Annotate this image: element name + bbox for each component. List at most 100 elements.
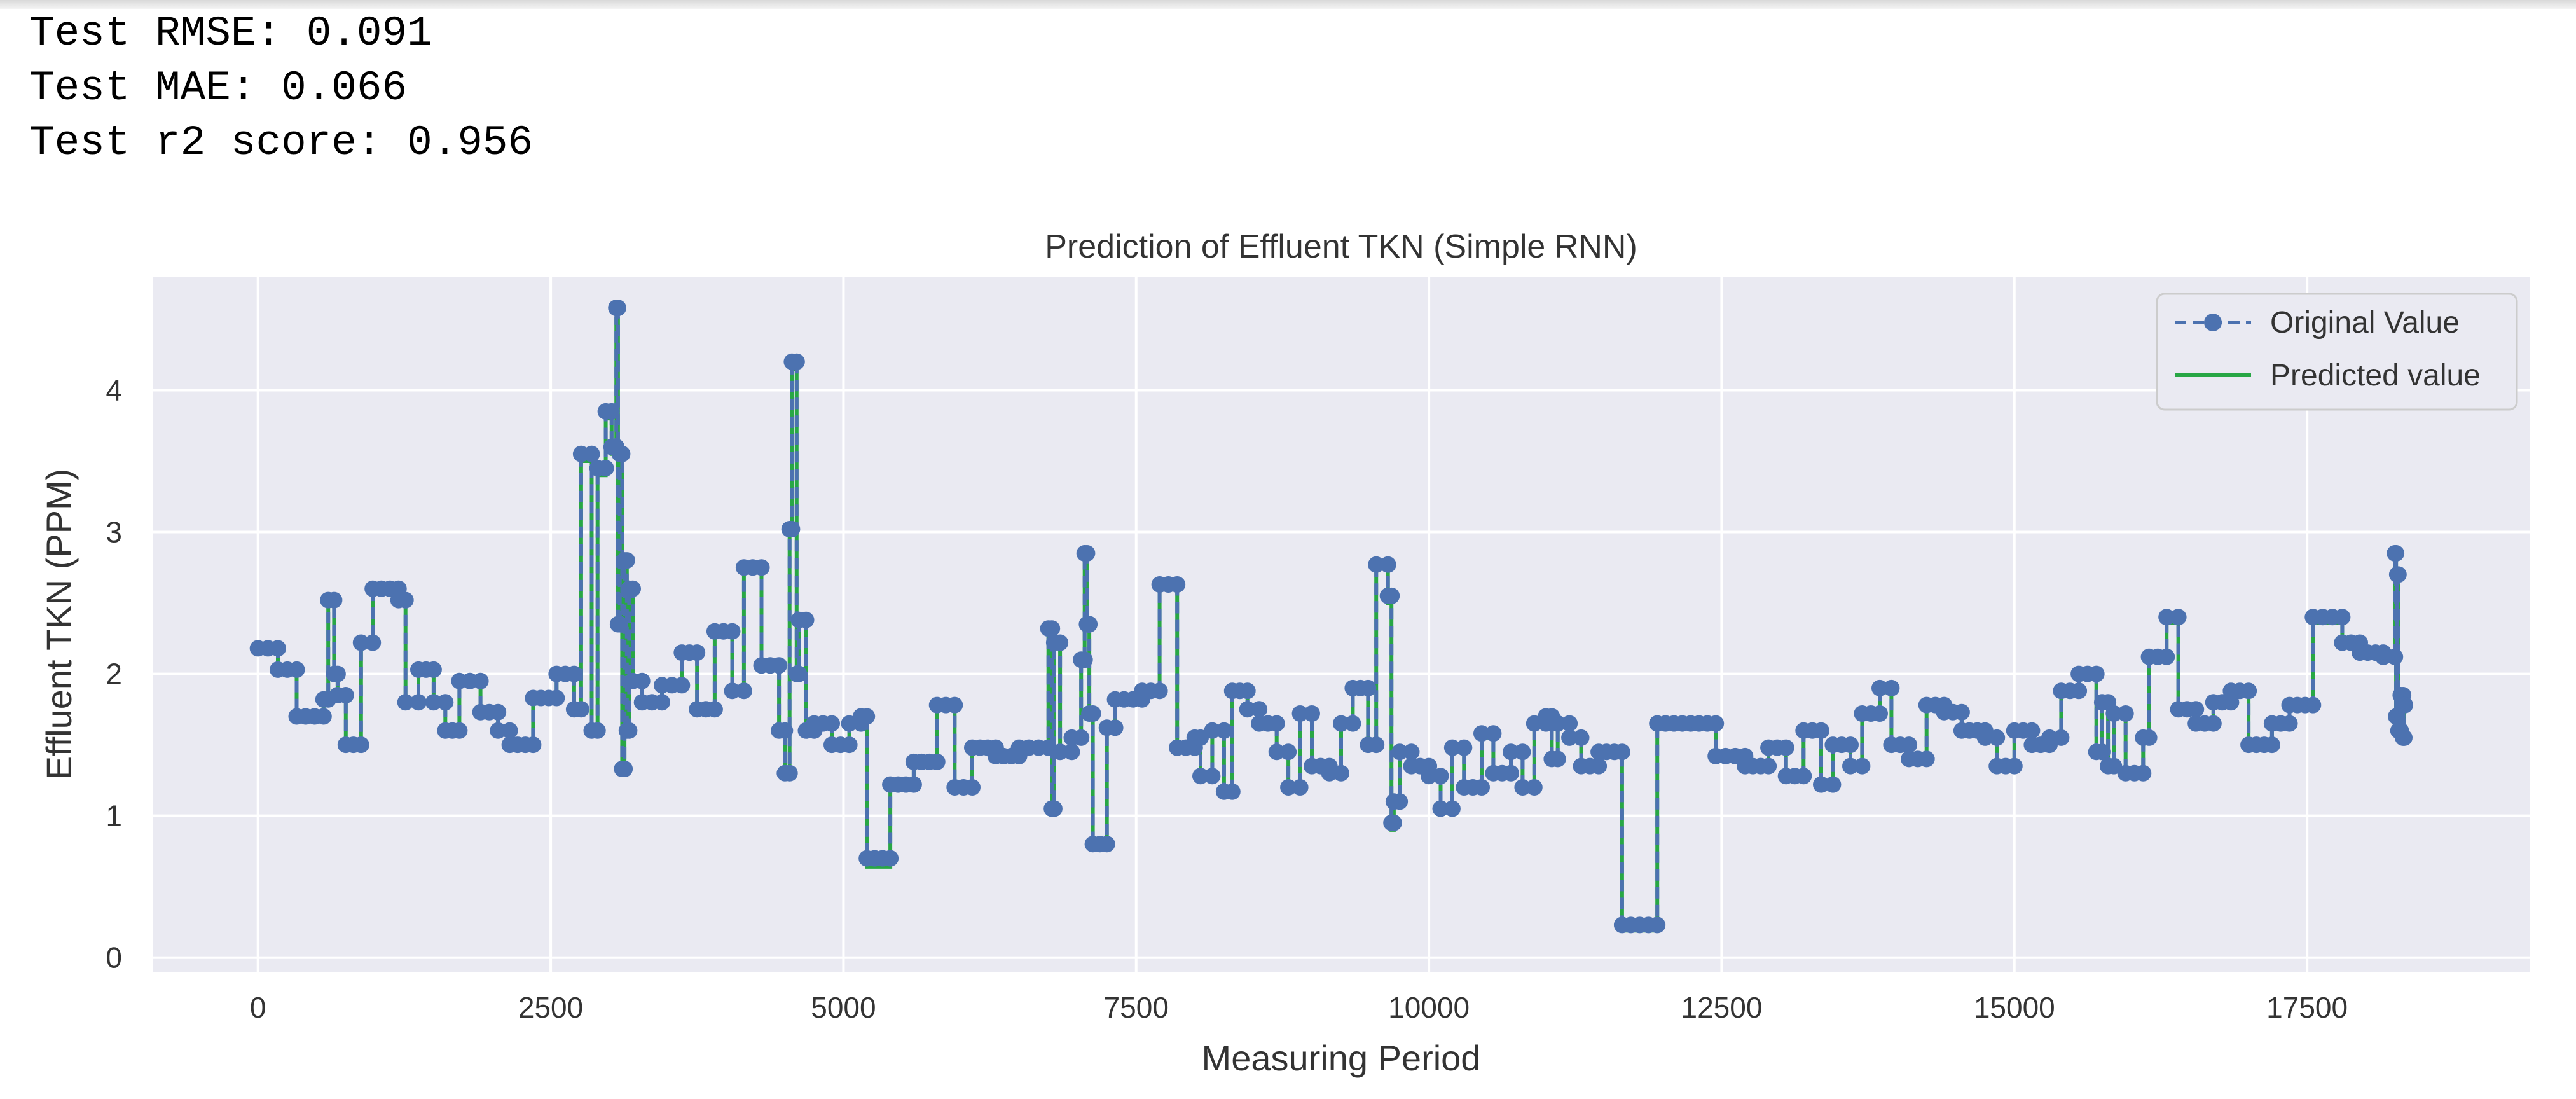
original-value-point <box>1368 556 1385 573</box>
original-value-point <box>572 701 589 718</box>
original-value-point <box>1976 729 1994 746</box>
original-value-point <box>823 715 840 732</box>
metrics-output: Test RMSE: 0.091 Test MAE: 0.066 Test r2… <box>29 6 533 170</box>
original-value-point <box>1280 779 1297 796</box>
y-tick-label: 1 <box>106 799 122 833</box>
original-value-point <box>2304 696 2322 714</box>
top-rule <box>0 0 2576 9</box>
original-value-point <box>1215 722 1232 739</box>
original-value-point <box>2140 729 2158 746</box>
original-value-point <box>2374 648 2392 665</box>
original-value-point <box>1073 729 1090 746</box>
plot-area <box>153 277 2530 972</box>
original-value-point <box>1871 705 1888 722</box>
original-value-point <box>597 460 614 477</box>
original-value-point <box>1871 679 1888 696</box>
original-value-point <box>1280 743 1297 761</box>
original-value-point <box>783 521 801 537</box>
original-value-point <box>1549 715 1566 732</box>
original-value-point <box>654 694 670 711</box>
original-value-point <box>1291 705 1309 722</box>
original-value-point <box>1503 743 1519 761</box>
original-value-point <box>1443 739 1461 756</box>
original-value-point <box>1526 779 1543 796</box>
original-value-point <box>797 611 815 628</box>
original-value-point <box>724 682 741 700</box>
original-value-point <box>1901 736 1918 754</box>
original-value-point <box>621 722 638 739</box>
original-value-point <box>633 672 651 689</box>
original-value-point <box>618 552 635 569</box>
original-value-point <box>1151 682 1168 700</box>
original-value-point <box>1573 729 1590 746</box>
original-value-point <box>1052 743 1069 761</box>
original-value-point <box>548 689 565 707</box>
original-value-point <box>753 559 770 576</box>
chart-title: Prediction of Effluent TKN (Simple RNN) <box>1045 228 1637 265</box>
metric-mae-label: Test MAE: <box>29 64 256 112</box>
original-value-point <box>1204 722 1221 739</box>
x-tick-label: 10000 <box>1388 991 1470 1024</box>
original-value-point <box>673 677 691 694</box>
original-value-point <box>329 665 346 682</box>
original-value-point <box>501 722 518 739</box>
original-value-point <box>1223 783 1241 800</box>
original-value-point <box>1953 703 1970 721</box>
original-value-point <box>614 445 631 462</box>
y-tick-label: 2 <box>106 658 122 691</box>
original-value-point <box>1918 750 1935 768</box>
original-value-point <box>352 736 369 754</box>
original-value-point <box>1503 764 1519 782</box>
original-value-point <box>1421 768 1438 785</box>
x-tick-label: 12500 <box>1681 991 1762 1024</box>
original-value-point <box>1239 682 1256 700</box>
original-value-point <box>616 761 633 777</box>
original-value-point <box>490 722 507 739</box>
legend-original-label: Original Value <box>2270 306 2460 340</box>
original-value-point <box>1063 743 1080 761</box>
original-value-point <box>776 722 794 739</box>
original-value-point <box>1379 556 1396 573</box>
metric-rmse: Test RMSE: 0.091 <box>29 6 533 61</box>
original-value-point <box>2006 757 2023 775</box>
original-value-point <box>2053 729 2070 746</box>
original-value-point <box>2187 701 2205 718</box>
original-value-point <box>337 687 354 703</box>
original-value-point <box>397 591 414 609</box>
original-value-point <box>1760 757 1777 775</box>
original-value-point <box>1251 701 1268 718</box>
original-value-point <box>1391 793 1409 810</box>
original-value-point <box>437 694 454 711</box>
original-value-point <box>1473 725 1490 742</box>
original-value-point <box>1561 729 1578 746</box>
metric-r2-value: 0.956 <box>407 119 534 167</box>
original-value-point <box>288 661 305 678</box>
original-value-point <box>1333 764 1349 782</box>
original-value-point <box>1473 779 1490 796</box>
original-value-point <box>1549 750 1566 768</box>
original-value-point <box>1291 779 1309 796</box>
original-value-point <box>2387 648 2404 665</box>
original-value-point <box>1268 715 1285 732</box>
original-value-point <box>2240 682 2257 700</box>
original-value-point <box>326 591 343 609</box>
original-value-point <box>1368 736 1385 754</box>
original-value-point <box>352 634 369 651</box>
original-value-point <box>2093 743 2111 761</box>
original-value-point <box>1813 776 1829 793</box>
original-series <box>249 300 2414 934</box>
x-tick-label: 0 <box>250 991 266 1024</box>
y-tick-label: 4 <box>106 373 122 406</box>
original-value-point <box>2396 729 2413 746</box>
original-value-point <box>1456 739 1473 756</box>
original-value-point <box>1813 722 1829 739</box>
original-value-point <box>841 736 858 754</box>
original-value-point <box>788 353 805 370</box>
original-value-point <box>1360 679 1377 696</box>
original-value-point <box>1842 757 1859 775</box>
metric-rmse-label: Test RMSE: <box>29 10 282 57</box>
original-value-point <box>1081 616 1098 633</box>
y-tick-label: 0 <box>106 941 122 974</box>
x-tick-label: 7500 <box>1104 991 1169 1024</box>
